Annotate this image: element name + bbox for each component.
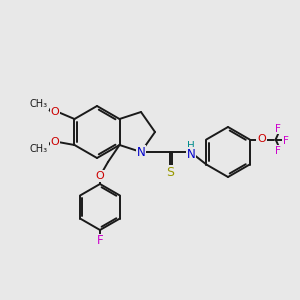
Text: F: F — [275, 146, 280, 155]
Text: O: O — [51, 107, 59, 117]
Text: F: F — [275, 124, 280, 134]
Text: S: S — [166, 166, 174, 178]
Text: F: F — [97, 235, 103, 248]
Text: O: O — [257, 134, 266, 145]
Text: CH₃: CH₃ — [30, 99, 48, 109]
Text: F: F — [283, 136, 289, 146]
Text: O: O — [96, 171, 104, 181]
Text: N: N — [136, 146, 146, 158]
Text: H: H — [187, 141, 195, 151]
Text: N: N — [187, 148, 195, 160]
Text: O: O — [51, 137, 59, 147]
Text: CH₃: CH₃ — [30, 144, 48, 154]
